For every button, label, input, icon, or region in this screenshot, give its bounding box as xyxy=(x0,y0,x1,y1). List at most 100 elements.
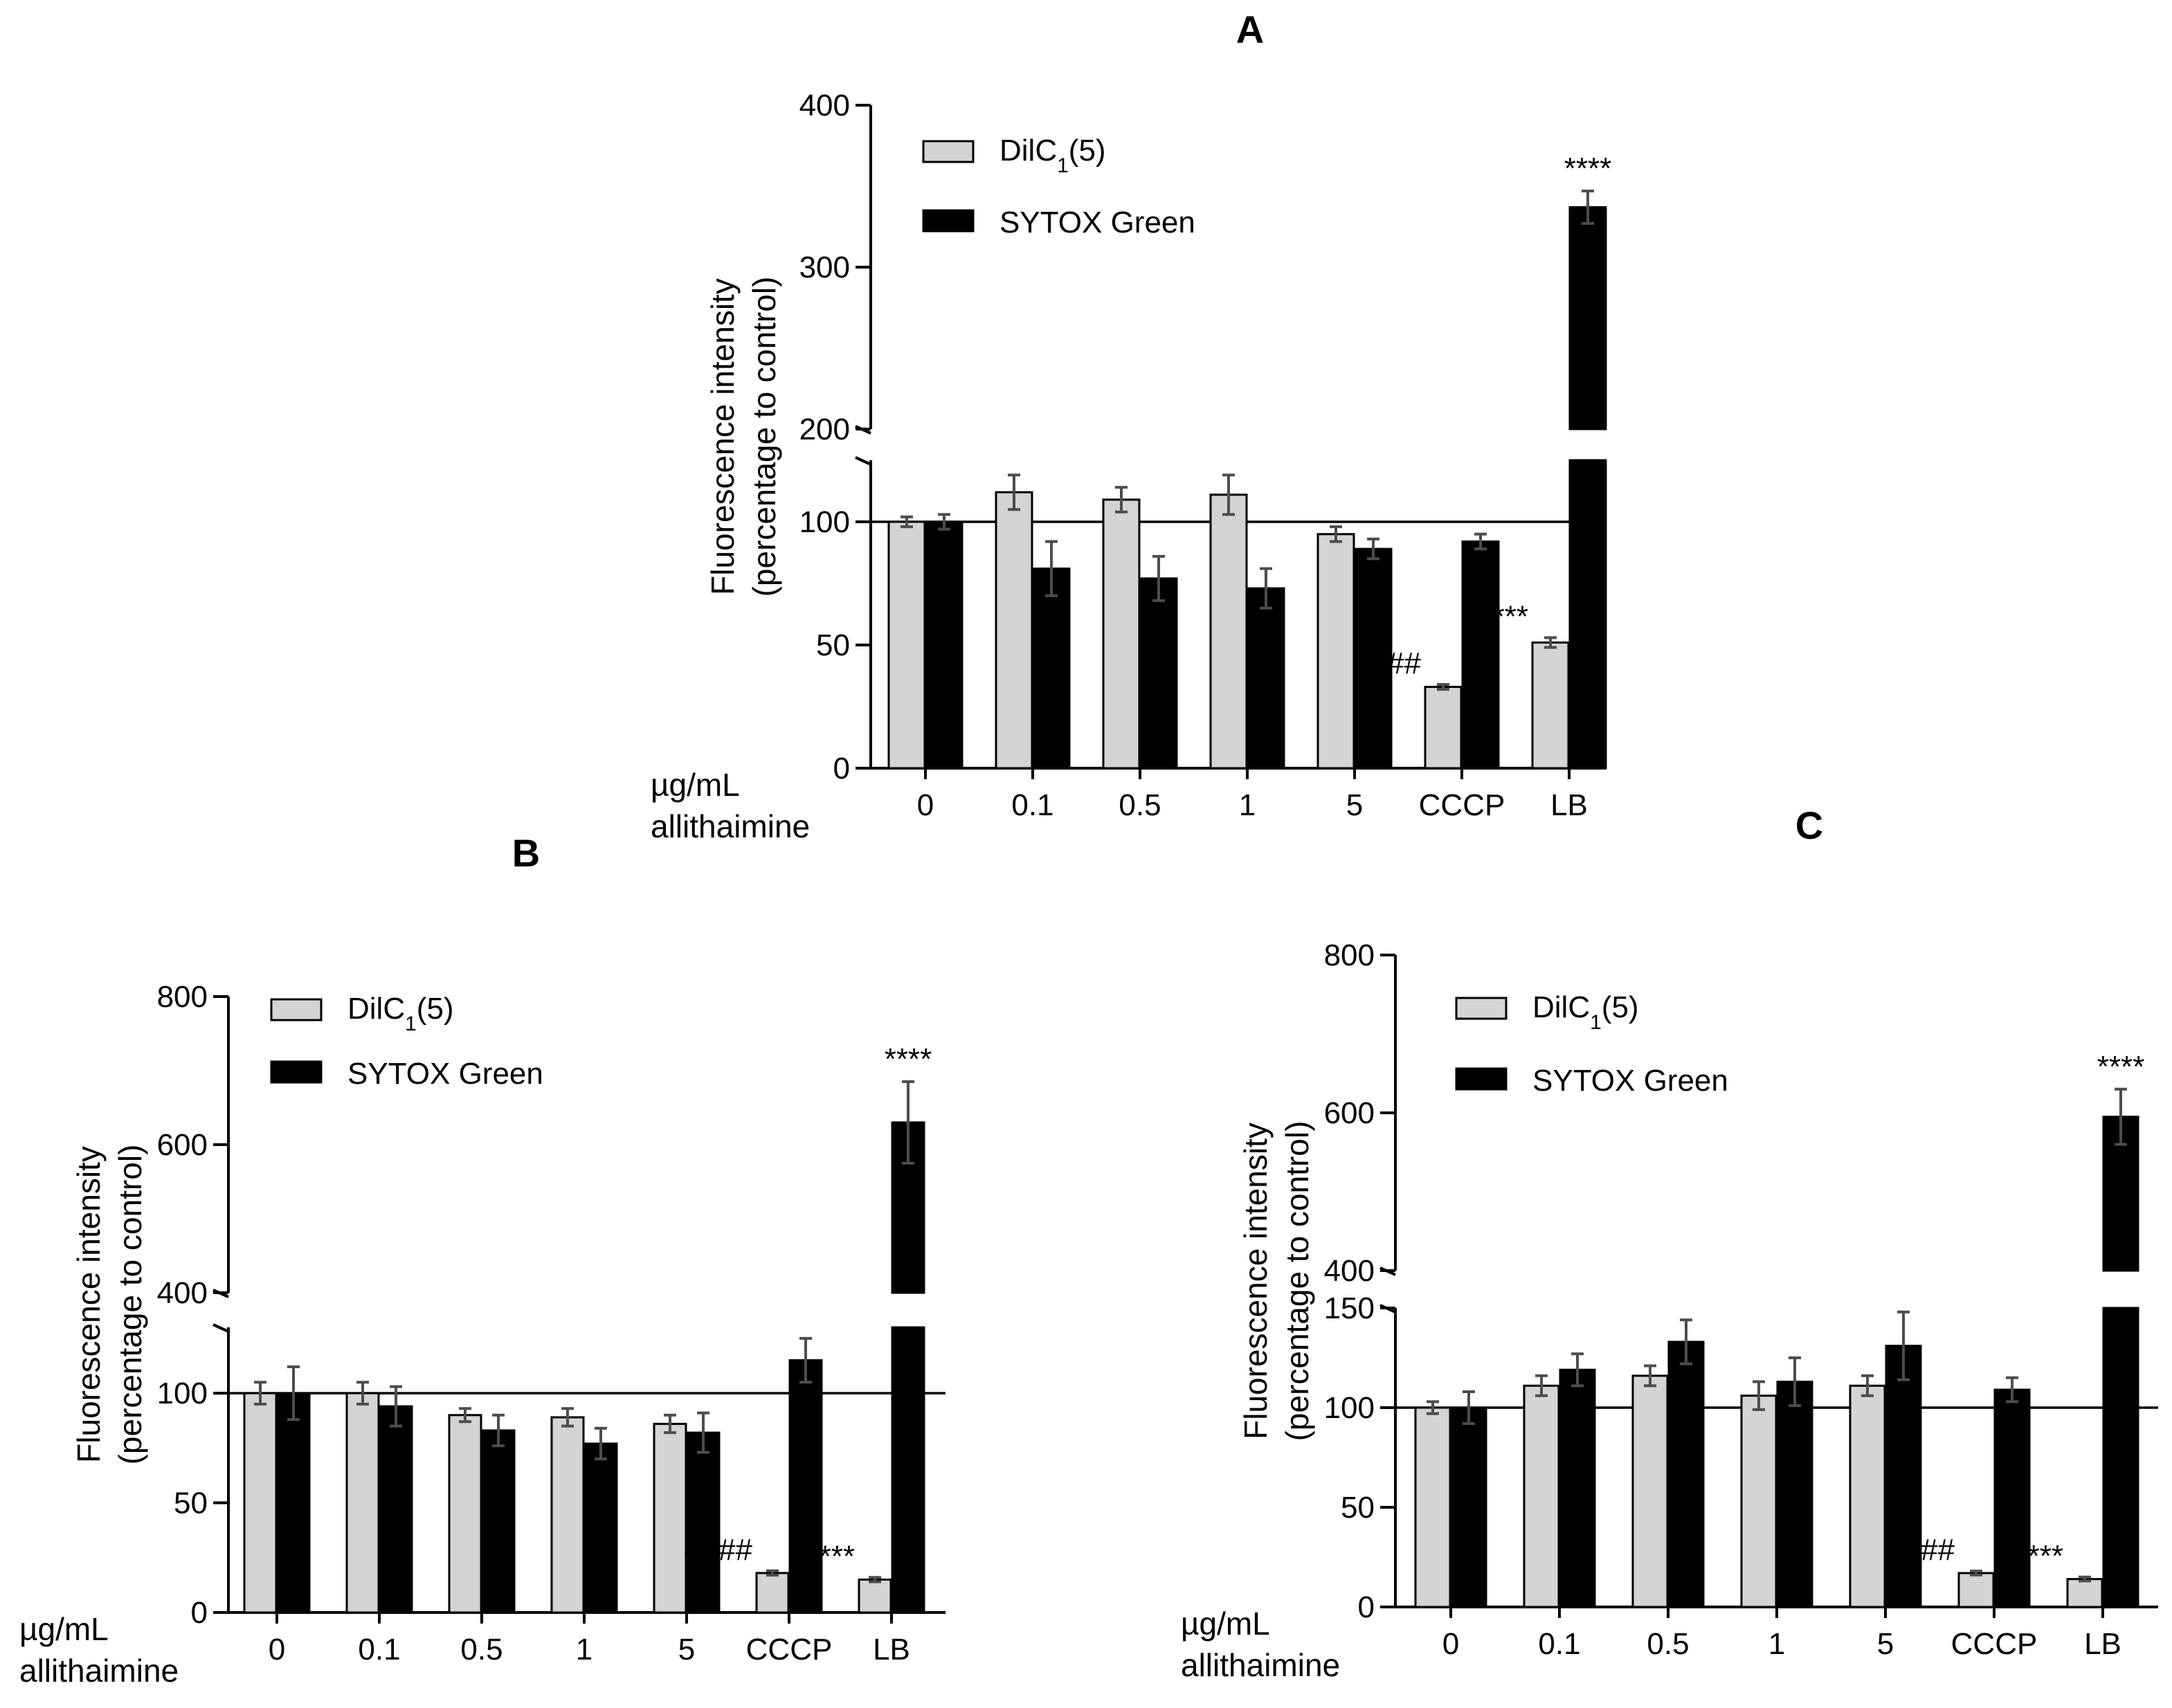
y-axis-title: Fluorescence intensity xyxy=(1238,1123,1274,1439)
axis-break-mark xyxy=(1379,1304,1396,1314)
y-tick-label: 0 xyxy=(833,752,850,785)
panel-a: A 0 50 100 200 300 400 0 0.1 0.5 1 5 CCCP LB **** **** #… xyxy=(651,8,1611,844)
significance-label: **** xyxy=(2097,1050,2145,1084)
sytox-bar xyxy=(788,1359,823,1614)
dilc-bar xyxy=(887,520,926,770)
y-tick-label: 100 xyxy=(157,1377,208,1410)
dilc-bar xyxy=(1424,686,1463,770)
axis-break-mark xyxy=(1379,1266,1396,1276)
sytox-bar xyxy=(1461,540,1500,770)
dilc-bar xyxy=(1631,1374,1669,1608)
panel-letter: A xyxy=(1236,8,1264,51)
x-category-label: 0 xyxy=(269,1633,285,1666)
legend-label-sytox: SYTOX Green xyxy=(1532,1064,1728,1098)
dilc-bar xyxy=(448,1414,482,1614)
legend-label-dilc: DilC1(5) xyxy=(999,134,1106,177)
y-axis-title: Fluorescence intensity xyxy=(705,278,741,595)
dilc-bar xyxy=(995,491,1033,770)
dilc-bar xyxy=(1102,498,1141,770)
legend-label-sytox: SYTOX Green xyxy=(999,206,1195,239)
legend-swatch-sytox xyxy=(270,1060,323,1084)
dilc-bar xyxy=(243,1392,278,1614)
sytox-bar xyxy=(583,1442,618,1614)
dilc-bar xyxy=(345,1392,380,1614)
x-category-label: 1 xyxy=(1768,1627,1785,1661)
x-category-label: 1 xyxy=(1239,788,1256,822)
hash-significance-label: #### xyxy=(1887,1533,1955,1567)
y-tick-label: 100 xyxy=(1324,1391,1375,1425)
x-category-label: 0.5 xyxy=(460,1633,503,1666)
panel-letter: C xyxy=(1795,803,1823,847)
dilc-bar xyxy=(1414,1406,1451,1608)
sytox-bar-lower xyxy=(2102,1307,2139,1608)
y-axis-subtitle: (percentage to control) xyxy=(112,1145,148,1465)
y-tick-label: 800 xyxy=(157,980,208,1014)
y-tick-label: 0 xyxy=(1358,1590,1375,1624)
legend-swatch-sytox xyxy=(922,209,975,233)
significance-label: **** xyxy=(1564,152,1612,185)
dilc-bar xyxy=(1531,641,1570,770)
axis-break-mark xyxy=(212,1323,229,1333)
significance-label: **** xyxy=(1481,599,1529,633)
x-category-label: 5 xyxy=(1346,788,1363,822)
axis-break-mark xyxy=(855,425,871,435)
x-compound-label: allithaimine xyxy=(651,808,810,844)
x-category-label: LB xyxy=(873,1633,910,1666)
legend-swatch-dilc xyxy=(1455,997,1508,1020)
sytox-bar xyxy=(925,520,963,770)
x-unit-label: µg/mL xyxy=(19,1611,109,1647)
axis-break-mark xyxy=(855,456,871,466)
y-tick-label: 0 xyxy=(191,1596,208,1630)
y-tick-label: 200 xyxy=(799,412,850,446)
dilc-bar xyxy=(858,1578,892,1614)
y-tick-label: 50 xyxy=(174,1487,208,1520)
y-tick-label: 150 xyxy=(1324,1291,1375,1325)
x-category-label: 0.1 xyxy=(1538,1627,1580,1661)
x-category-label: 0 xyxy=(1442,1627,1459,1661)
dilc-bar xyxy=(2066,1578,2103,1608)
sytox-bar xyxy=(1032,567,1071,770)
y-axis-subtitle: (percentage to control) xyxy=(746,277,782,597)
y-tick-label: 300 xyxy=(799,251,850,284)
legend-swatch-dilc xyxy=(922,140,975,163)
legend-swatch-dilc xyxy=(270,998,323,1021)
hash-significance-label: #### xyxy=(1353,646,1421,680)
dilc-bar xyxy=(1957,1572,1995,1608)
panel-b: B 0 50 100 400 600 800 0 0.1 0.5 1 5 CCCP LB **** **** #… xyxy=(19,831,945,1689)
x-category-label: 0.1 xyxy=(358,1633,400,1666)
sytox-bar xyxy=(1139,577,1178,770)
hash-significance-label: #### xyxy=(685,1533,752,1567)
y-tick-label: 400 xyxy=(799,89,850,122)
axis-break-mark xyxy=(212,1289,229,1298)
significance-label: **** xyxy=(885,1042,932,1076)
dilc-bar xyxy=(755,1572,790,1614)
y-axis-title: Fluorescence intensity xyxy=(71,1146,107,1463)
x-compound-label: allithaimine xyxy=(1181,1647,1340,1683)
legend-label-dilc: DilC1(5) xyxy=(1532,990,1639,1034)
y-tick-label: 800 xyxy=(1324,938,1375,972)
sytox-bar xyxy=(1559,1368,1596,1608)
dilc-bar xyxy=(1209,493,1248,770)
y-tick-label: 600 xyxy=(157,1128,208,1162)
dilc-bar xyxy=(1849,1384,1886,1608)
dilc-bar xyxy=(1316,533,1355,770)
x-category-label: LB xyxy=(2084,1627,2121,1661)
sytox-bar xyxy=(276,1392,311,1614)
sytox-bar xyxy=(1993,1388,2031,1608)
x-category-label: 0 xyxy=(917,788,934,822)
sytox-bar xyxy=(481,1429,516,1614)
x-category-label: 5 xyxy=(1877,1627,1894,1661)
x-category-label: 0.5 xyxy=(1647,1627,1689,1661)
dilc-bar xyxy=(1523,1384,1560,1608)
sytox-bar xyxy=(379,1405,413,1614)
sytox-bar xyxy=(1667,1341,1705,1608)
dilc-bar xyxy=(1740,1394,1777,1608)
x-category-label: CCCP xyxy=(1419,788,1505,822)
sytox-bar xyxy=(1450,1406,1487,1608)
significance-label: **** xyxy=(2016,1539,2064,1573)
legend-label-dilc: DilC1(5) xyxy=(347,992,454,1035)
sytox-bar xyxy=(1885,1345,1922,1608)
y-tick-label: 400 xyxy=(1324,1254,1375,1288)
dilc-bar xyxy=(653,1422,687,1614)
